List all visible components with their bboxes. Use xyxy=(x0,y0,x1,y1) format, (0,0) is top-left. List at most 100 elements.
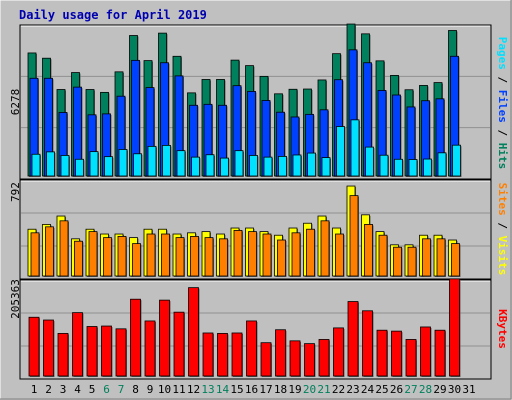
pages-bar xyxy=(104,156,113,177)
day-label-26: 26 xyxy=(390,383,403,396)
kbytes-bar xyxy=(289,340,301,377)
kbytes-bar xyxy=(434,329,446,377)
pages-bar xyxy=(408,159,418,177)
kbytes-bar xyxy=(246,320,257,377)
sites-bar xyxy=(248,231,257,277)
pages-bar xyxy=(437,152,447,177)
sites-bar xyxy=(291,232,301,277)
pages-bar xyxy=(350,119,360,177)
day-label-29: 29 xyxy=(433,383,446,396)
kbytes-bar xyxy=(115,328,127,377)
pages-bar xyxy=(205,154,215,177)
pages-bar xyxy=(394,158,403,177)
legend-visits-sites: Sites / Visits xyxy=(496,183,509,276)
sites-bar xyxy=(422,238,431,277)
day-label-23: 23 xyxy=(346,383,359,396)
day-label-8: 8 xyxy=(132,383,139,396)
day-label-7: 7 xyxy=(118,383,125,396)
legend-pages: Pages xyxy=(496,37,509,70)
sites-bar xyxy=(378,234,388,277)
sites-bar xyxy=(190,236,199,277)
pages-bar xyxy=(423,158,432,177)
day-label-14: 14 xyxy=(216,383,230,396)
sites-bar xyxy=(320,220,330,277)
kbytes-bar xyxy=(318,339,330,377)
hits-panel-frame xyxy=(19,24,492,180)
sites-bar xyxy=(393,246,402,277)
day-label-22: 22 xyxy=(332,383,345,396)
day-label-13: 13 xyxy=(201,383,214,396)
sites-bar xyxy=(74,240,83,277)
kbytes-bar xyxy=(304,343,315,377)
kbytes-bar xyxy=(57,333,69,377)
pages-bar xyxy=(89,151,99,177)
day-label-24: 24 xyxy=(361,383,375,396)
legend-files: Files xyxy=(496,90,509,123)
day-label-27: 27 xyxy=(404,383,417,396)
pages-bar xyxy=(133,153,142,177)
day-label-17: 17 xyxy=(259,383,272,396)
day-label-19: 19 xyxy=(288,383,301,396)
kbytes-bar xyxy=(275,329,286,377)
day-label-2: 2 xyxy=(45,383,52,396)
pages-bar xyxy=(321,157,331,177)
x-axis-day-labels: 1 2 3 4 5 6 7 8 9 10 11 12 13 14 15 16 17 18 19 20 21 22 23 24 2… xyxy=(31,383,476,396)
legend-kbytes: KBytes xyxy=(496,309,509,349)
sites-bar xyxy=(175,237,185,277)
sites-bar xyxy=(103,237,112,277)
pages-bar xyxy=(191,156,200,177)
kbytes-bar xyxy=(391,330,402,377)
sites-bar xyxy=(59,220,69,277)
day-label-21: 21 xyxy=(317,383,330,396)
day-label-18: 18 xyxy=(274,383,287,396)
pages-bar xyxy=(118,149,128,177)
legend-hits: Hits xyxy=(496,143,509,170)
sites-bar xyxy=(451,243,460,277)
kbytes-bar xyxy=(362,310,373,377)
kbytes-bar xyxy=(347,301,359,377)
pages-bar xyxy=(379,154,389,177)
pages-bar xyxy=(307,152,316,177)
kbytes-bar xyxy=(231,332,243,377)
kbytes-panel-frame xyxy=(19,279,492,380)
day-label-4: 4 xyxy=(74,383,81,396)
chart-panels: 6278 792 205363 xyxy=(9,23,492,380)
day-label-6: 6 xyxy=(103,383,110,396)
legend-kbytes-group: KBytes xyxy=(496,309,509,349)
kbytes-bar xyxy=(202,332,214,377)
day-label-5: 5 xyxy=(89,383,96,396)
legend-visits: Visits xyxy=(496,236,509,276)
visits-panel-ymax-label: 792 xyxy=(9,182,22,202)
day-label-11: 11 xyxy=(172,383,185,396)
kbytes-bar xyxy=(217,333,228,377)
day-label-25: 25 xyxy=(375,383,388,396)
legend-text-hits-files-pages: Pages / Files / Hits xyxy=(496,37,509,170)
day-label-30: 30 xyxy=(448,383,461,396)
pages-bar xyxy=(220,157,229,177)
pages-bar xyxy=(452,144,461,177)
sites-bar xyxy=(335,233,344,277)
visits-panel-ylabel-group: 792 xyxy=(9,182,22,202)
pages-bar xyxy=(278,156,287,177)
pages-bar xyxy=(234,150,244,177)
legend-text-kbytes: KBytes xyxy=(496,309,509,349)
day-label-15: 15 xyxy=(230,383,243,396)
kbytes-bar xyxy=(43,319,54,377)
kbytes-bar xyxy=(260,342,272,377)
day-label-20: 20 xyxy=(303,383,316,396)
sites-bar xyxy=(407,246,417,277)
kbytes-panel-ymax-label: 205363 xyxy=(9,279,22,319)
kbytes-bar xyxy=(130,298,141,377)
kbytes-bar xyxy=(420,326,431,377)
sites-bar xyxy=(349,195,359,277)
kbytes-bar xyxy=(72,312,83,377)
pages-bar xyxy=(263,156,273,177)
pages-bar xyxy=(292,154,302,177)
kbytes-bar xyxy=(101,325,112,377)
kbytes-bar xyxy=(449,278,460,377)
kbytes-bar xyxy=(28,316,40,377)
sites-bar xyxy=(204,237,214,277)
pages-bar xyxy=(75,158,84,177)
day-label-12: 12 xyxy=(187,383,200,396)
